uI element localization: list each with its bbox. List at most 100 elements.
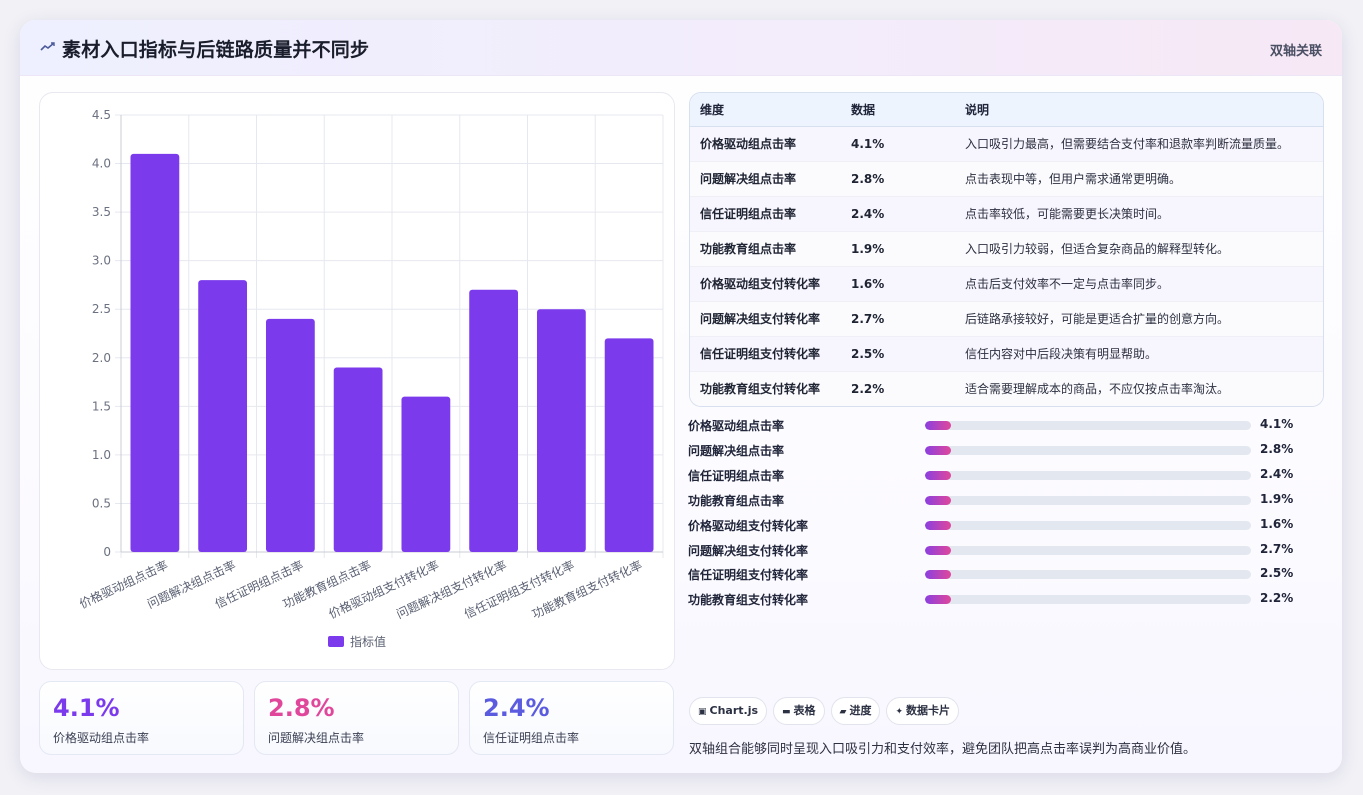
progress-value: 4.1% <box>1260 417 1294 431</box>
cell-note: 适合需要理解成本的商品，不应仅按点击率淘汰。 <box>965 382 1230 397</box>
progress-label: 信任证明组点击率 <box>688 469 785 483</box>
table-row: 信任证明组支付转化率 2.5% 信任内容对中后段决策有明显帮助。 <box>690 336 1323 371</box>
progress-value: 1.9% <box>1260 492 1294 506</box>
legend-swatch <box>328 636 344 647</box>
stat-label: 问题解决组点击率 <box>268 731 365 745</box>
progress-value: 2.4% <box>1260 467 1294 481</box>
chip-table[interactable]: ▬ 表格 <box>773 697 825 725</box>
cell-note: 信任内容对中后段决策有明显帮助。 <box>965 347 1158 361</box>
cell-note: 入口吸引力较弱，但适合复杂商品的解释型转化。 <box>965 242 1230 256</box>
progress-track <box>925 546 1251 555</box>
cell-value: 4.1% <box>851 136 885 151</box>
cell-value: 1.9% <box>851 241 885 256</box>
progress-value: 2.2% <box>1260 591 1294 605</box>
progress-track <box>925 521 1251 530</box>
progress-label: 价格驱动组点击率 <box>688 419 785 433</box>
stat-label: 信任证明组点击率 <box>483 731 580 745</box>
cell-value: 2.5% <box>851 346 885 361</box>
chart-icon: ▣ <box>698 707 707 717</box>
cell-dimension: 信任证明组点击率 <box>700 207 797 221</box>
progress-fill <box>925 496 952 505</box>
table-row: 问题解决组点击率 2.8% 点击表现中等，但用户需求通常更明确。 <box>690 161 1323 196</box>
chip-progress[interactable]: ▰ 进度 <box>830 697 881 725</box>
cell-value: 2.4% <box>851 206 885 221</box>
bar <box>265 318 315 552</box>
x-tick-label: 信任证明组支付转化率 <box>462 557 577 621</box>
cell-note: 点击表现中等，但用户需求通常更明确。 <box>965 172 1182 186</box>
cell-note: 点击后支付效率不一定与点击率同步。 <box>965 277 1170 291</box>
progress-fill <box>925 446 952 455</box>
column-header-data: 数据 <box>841 93 955 127</box>
bar <box>469 289 519 552</box>
table-row: 价格驱动组支付转化率 1.6% 点击后支付效率不一定与点击率同步。 <box>690 266 1323 301</box>
cell-value: 2.7% <box>851 311 885 326</box>
y-tick-label: 0 <box>103 545 111 559</box>
stat-label: 价格驱动组点击率 <box>53 731 150 745</box>
cell-note: 后链路承接较好，可能是更适合扩量的创意方向。 <box>965 312 1230 326</box>
header-tag: 双轴关联 <box>1269 44 1322 59</box>
progress-label: 功能教育组支付转化率 <box>688 593 809 607</box>
y-tick-label: 1.0 <box>92 448 111 462</box>
progress-fill <box>925 471 952 480</box>
progress-row: 信任证明组支付转化率 2.5% <box>688 565 1328 583</box>
cell-dimension: 信任证明组支付转化率 <box>700 347 821 361</box>
cell-value: 1.6% <box>851 276 885 291</box>
page-title: 素材入口指标与后链路质量并不同步 <box>62 39 370 61</box>
y-tick-label: 2.5 <box>92 302 111 316</box>
progress-row: 功能教育组支付转化率 2.2% <box>688 590 1328 608</box>
legend-label: 指标值 <box>350 634 386 649</box>
progress-fill <box>925 595 952 604</box>
table-row: 信任证明组点击率 2.4% 点击率较低，可能需要更长决策时间。 <box>690 196 1323 231</box>
table-row: 功能教育组点击率 1.9% 入口吸引力较弱，但适合复杂商品的解释型转化。 <box>690 231 1323 266</box>
progress-track <box>925 471 1251 480</box>
progress-row: 价格驱动组点击率 4.1% <box>688 416 1328 434</box>
report-card: 素材入口指标与后链路质量并不同步 双轴关联 0 0.5 1.0 1.5 2.0 2.5 3.… <box>20 20 1342 773</box>
x-tick-label: 功能教育组支付转化率 <box>529 557 644 621</box>
y-tick-label: 4.0 <box>92 157 111 171</box>
chip-chartjs[interactable]: ▣ Chart.js <box>689 697 768 725</box>
column-header-note: 说明 <box>955 93 1323 127</box>
bar-chart-panel: 0 0.5 1.0 1.5 2.0 2.5 3.0 3.5 4.0 4.5 价格驱动组点击率 问题解决… <box>39 92 675 670</box>
cell-value: 2.8% <box>851 171 885 186</box>
progress-value: 2.7% <box>1260 542 1294 556</box>
data-table-wrapper: 维度 数据 说明 价格驱动组点击率 4.1% 入口吸引力最高，但需要结合支付率和退款… <box>689 92 1324 407</box>
progress-label: 信任证明组支付转化率 <box>688 568 809 582</box>
stat-value: 2.4% <box>483 694 550 722</box>
x-tick-label: 价格驱动组支付转化率 <box>326 557 441 621</box>
feature-chips: ▣ Chart.js ▬ 表格 ▰ 进度 ✦ 数据卡片 <box>689 697 965 725</box>
stat-value: 2.8% <box>268 694 335 722</box>
bar <box>604 338 654 552</box>
table-row: 价格驱动组点击率 4.1% 入口吸引力最高，但需要结合支付率和退款率判断流量质量。 <box>690 126 1323 161</box>
progress-label: 功能教育组点击率 <box>688 494 785 508</box>
cell-dimension: 价格驱动组支付转化率 <box>700 277 821 291</box>
cell-dimension: 价格驱动组点击率 <box>700 137 797 151</box>
cell-note: 入口吸引力最高，但需要结合支付率和退款率判断流量质量。 <box>965 137 1290 151</box>
y-tick-label: 2.0 <box>92 351 111 365</box>
table-icon: ▬ <box>782 707 791 717</box>
table-row: 问题解决组支付转化率 2.7% 后链路承接较好，可能是更适合扩量的创意方向。 <box>690 301 1323 336</box>
y-tick-label: 0.5 <box>92 496 111 510</box>
chip-data-card[interactable]: ✦ 数据卡片 <box>886 697 960 725</box>
cell-dimension: 功能教育组点击率 <box>700 242 797 256</box>
column-header-dimension: 维度 <box>690 93 841 127</box>
bar <box>130 153 180 552</box>
progress-track <box>925 446 1251 455</box>
header: 素材入口指标与后链路质量并不同步 双轴关联 <box>20 20 1342 76</box>
progress-row: 信任证明组点击率 2.4% <box>688 466 1328 484</box>
progress-fill <box>925 521 952 530</box>
progress-value: 2.5% <box>1260 566 1294 580</box>
progress-row: 问题解决组点击率 2.8% <box>688 441 1328 459</box>
y-tick-label: 3.5 <box>92 205 111 219</box>
progress-track <box>925 570 1251 579</box>
progress-row: 问题解决组支付转化率 2.7% <box>688 541 1328 559</box>
bar <box>536 309 586 552</box>
bar <box>333 367 383 552</box>
progress-fill <box>925 570 952 579</box>
progress-icon: ▰ <box>839 707 847 717</box>
progress-track <box>925 496 1251 505</box>
table-row: 功能教育组支付转化率 2.2% 适合需要理解成本的商品，不应仅按点击率淘汰。 <box>690 371 1323 406</box>
cell-note: 点击率较低，可能需要更长决策时间。 <box>965 207 1170 221</box>
bar <box>198 280 248 552</box>
bar <box>401 396 451 552</box>
progress-label: 问题解决组支付转化率 <box>688 544 809 558</box>
